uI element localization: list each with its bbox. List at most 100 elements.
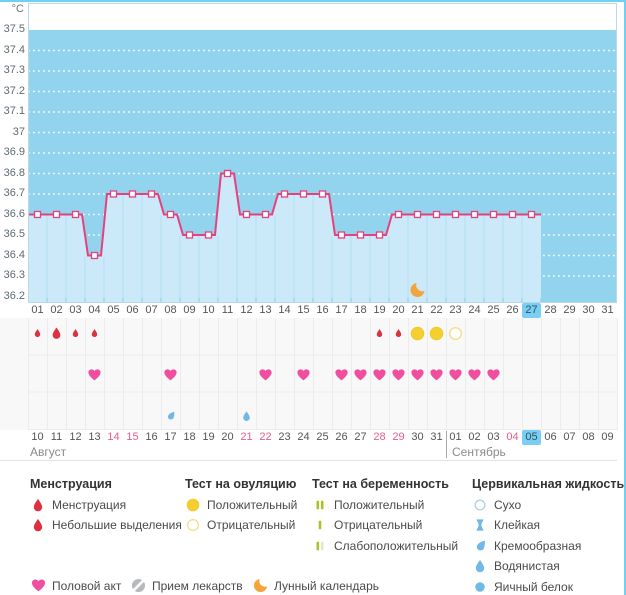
temperature-marker — [489, 210, 498, 219]
cycle-day-label: 17 — [335, 304, 348, 316]
cycle-day-label: 21 — [411, 304, 424, 316]
legend-separator — [0, 460, 617, 461]
sticky-icon — [476, 519, 484, 531]
calendar-date-label: 23 — [278, 431, 291, 443]
legend-item: Прием лекарств — [130, 577, 243, 594]
y-tick-label: 36.9 — [3, 146, 25, 158]
circle-yellow-filled-icon — [429, 326, 444, 340]
calendar-date-label: 11 — [50, 431, 63, 443]
page-top-border — [0, 0, 626, 2]
temperature-marker — [451, 210, 460, 219]
y-tick-label: 36.7 — [3, 187, 25, 199]
intercourse-event-day-21 — [408, 363, 427, 387]
cycle-day-label: 31 — [601, 304, 614, 316]
y-tick-label: 36.3 — [3, 269, 25, 281]
temperature-marker — [109, 190, 118, 198]
drop-small-icon — [34, 329, 41, 338]
temperature-marker — [52, 210, 61, 219]
legend-item: Отрицательный — [185, 517, 295, 534]
creamy-icon — [476, 540, 485, 550]
calendar-date-label: 31 — [430, 431, 443, 443]
legend-item-label: Водянистая — [494, 559, 560, 573]
temperature-marker — [223, 169, 232, 178]
calendar-date-label: 30 — [411, 431, 424, 443]
temperature-marker — [432, 210, 441, 219]
moon-icon — [253, 578, 267, 593]
legend-item-label: Половой акт — [52, 578, 122, 593]
heart-icon — [88, 369, 101, 381]
cycle-day-label: 20 — [392, 304, 405, 316]
intercourse-event-day-8 — [161, 363, 180, 387]
temperature-marker — [299, 190, 308, 198]
month-divider — [446, 431, 447, 458]
bleeding-event-day-4 — [85, 321, 104, 345]
calendar-dates-row: 10 11 12 13 14 15 16 17 18 19 20 21 22 23 24 25 26 27 28 29… — [0, 430, 626, 445]
legend-item: Клейкая — [472, 517, 540, 534]
legend-item-label: Яичный белок — [494, 579, 573, 594]
heart-icon — [468, 369, 481, 381]
temperature-marker — [128, 190, 137, 198]
cycle-day-label: 06 — [126, 304, 139, 316]
drop-small-icon — [395, 329, 402, 338]
cycle-day-label: 22 — [430, 304, 443, 316]
cycle-day-label: 29 — [563, 304, 576, 316]
heart-icon — [31, 579, 45, 592]
watery-icon — [243, 411, 250, 421]
cycle-day-label: 13 — [259, 304, 272, 316]
legend-section-title: Тест на овуляцию — [185, 477, 297, 491]
temperature-marker — [508, 210, 517, 219]
cycle-day-label: 02 — [50, 304, 63, 316]
temperature-marker — [33, 210, 42, 219]
calendar-date-label: 13 — [88, 431, 101, 443]
legend-item-label: Кремообразная — [494, 538, 582, 553]
calendar-date-label: 24 — [297, 431, 310, 443]
cycle-day-label: 12 — [240, 304, 253, 316]
cycle-day-label: 15 — [297, 304, 310, 316]
calendar-date-label: 02 — [468, 431, 481, 443]
legend-item-label: Клейкая — [494, 518, 541, 532]
legend-item: Отрицательный — [312, 517, 422, 534]
cycle-day-label: 19 — [373, 304, 386, 316]
calendar-date-label: 18 — [183, 431, 196, 443]
legend-item-label: Отрицательный — [207, 518, 296, 532]
temperature-marker — [356, 231, 365, 239]
heart-icon — [430, 369, 443, 381]
cycle-day-label: 25 — [487, 304, 500, 316]
heart-icon — [259, 369, 272, 381]
cycle-day-label: 26 — [506, 304, 519, 316]
cycle-day-label: 14 — [278, 304, 291, 316]
intercourse-event-day-17 — [332, 363, 351, 387]
calendar-date-label: 25 — [316, 431, 329, 443]
intercourse-event-day-20 — [389, 363, 408, 387]
cycle-day-label: 28 — [544, 304, 557, 316]
y-tick-label: 37.4 — [3, 43, 25, 56]
legend-item: Яичный белок — [472, 578, 573, 595]
calendar-date-label: 27 — [354, 431, 367, 443]
bleeding-event-day-20 — [389, 321, 408, 345]
temperature-marker — [261, 210, 270, 219]
temperature-marker — [90, 251, 99, 260]
events-grid — [28, 318, 618, 430]
temperature-marker — [527, 210, 536, 219]
calendar-date-label: 21 — [240, 431, 253, 443]
intercourse-event-day-4 — [85, 363, 104, 387]
y-tick-label: 37.3 — [3, 64, 25, 76]
legend-item-label: Менструация — [52, 497, 127, 512]
y-tick-label: 36.4 — [3, 248, 25, 261]
month-label-september: Сентябрь — [452, 445, 506, 459]
bar-single-icon — [318, 520, 322, 530]
calendar-date-label: 06 — [544, 431, 557, 443]
legend-section-title: Цервикальная жидкость — [472, 477, 625, 491]
calendar-date-label: 12 — [69, 431, 82, 443]
ovulation-test-positive-day-21 — [408, 321, 427, 345]
legend-section-title: Менструация — [30, 477, 112, 491]
drop-large-icon — [33, 498, 43, 511]
temperature-marker — [242, 210, 251, 219]
temperature-marker — [71, 210, 80, 219]
cycle-day-label: 03 — [69, 304, 82, 316]
intercourse-event-day-24 — [465, 363, 484, 387]
calendar-date-label: 26 — [335, 431, 348, 443]
temperature-marker — [166, 210, 175, 219]
heart-icon — [373, 369, 386, 381]
bleeding-event-day-2 — [47, 321, 66, 345]
